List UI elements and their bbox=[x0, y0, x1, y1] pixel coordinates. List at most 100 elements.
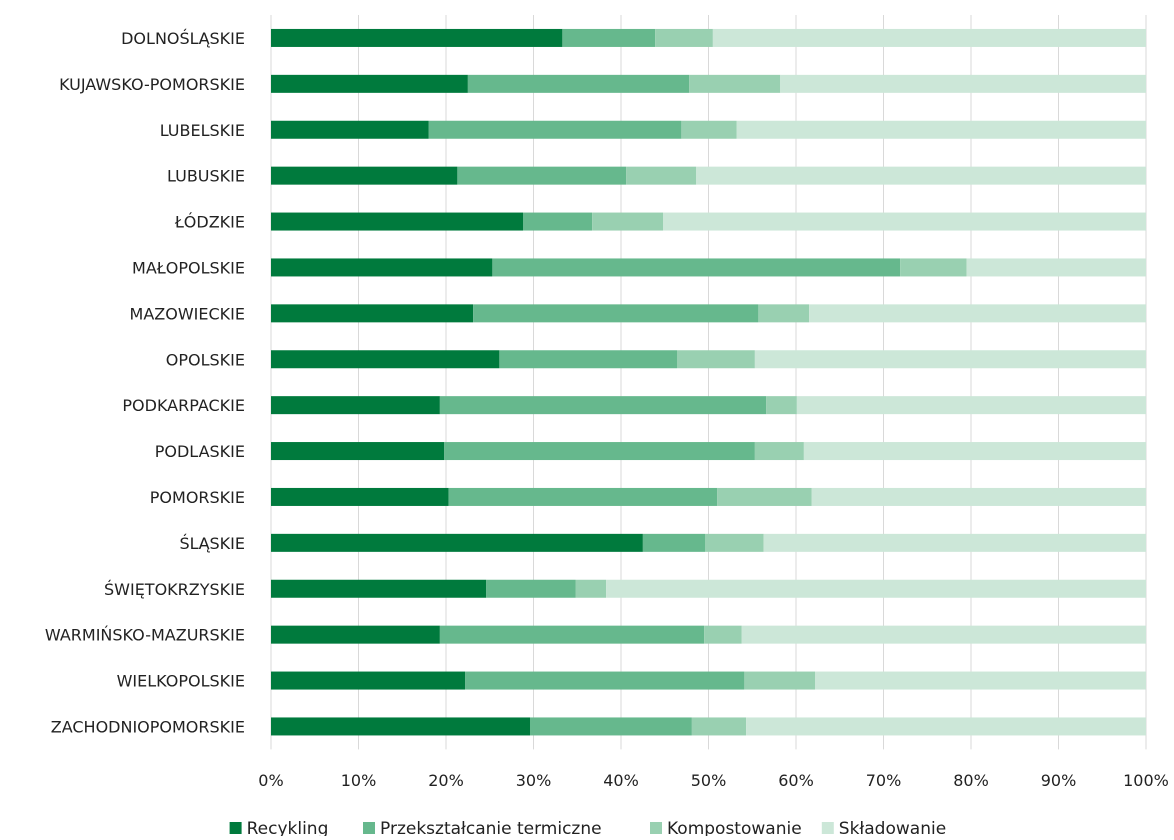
bar-segment bbox=[271, 120, 429, 139]
bar-segment bbox=[592, 212, 663, 231]
bar-segment bbox=[758, 304, 810, 323]
bar-segment bbox=[271, 304, 474, 323]
bar-segment bbox=[271, 166, 458, 185]
bar-segment bbox=[439, 625, 705, 644]
bar-segment bbox=[575, 579, 607, 598]
legend-swatch bbox=[650, 822, 662, 834]
category-label: ŚWIĘTOKRZYSKIE bbox=[104, 580, 245, 599]
category-label: ZACHODNIOPOMORSKIE bbox=[51, 717, 245, 736]
bar-segment bbox=[736, 120, 1146, 139]
bar-segment bbox=[744, 671, 816, 690]
bar-segment bbox=[677, 350, 755, 369]
bar-segment bbox=[691, 717, 747, 736]
bar-segment bbox=[467, 74, 690, 93]
bar-segment bbox=[271, 74, 468, 93]
category-label: OPOLSKIE bbox=[166, 350, 245, 369]
x-tick-label: 0% bbox=[258, 771, 283, 790]
category-label: MAŁOPOLSKIE bbox=[132, 258, 245, 277]
legend-label: Kompostowanie bbox=[667, 819, 802, 836]
category-label: LUBELSKIE bbox=[160, 121, 245, 140]
x-tick-label: 60% bbox=[778, 771, 814, 790]
x-tick-label: 20% bbox=[428, 771, 464, 790]
bar-segment bbox=[717, 487, 812, 506]
bar-segment bbox=[626, 166, 697, 185]
bar-segment bbox=[271, 487, 449, 506]
legend-swatch bbox=[821, 822, 834, 834]
legend-label: Recykling bbox=[247, 819, 329, 836]
category-label: POMORSKIE bbox=[150, 488, 245, 507]
bar-segment bbox=[811, 487, 1146, 506]
bar-segment bbox=[439, 396, 767, 415]
bar-segment bbox=[655, 28, 713, 47]
category-label: WIELKOPOLSKIE bbox=[117, 672, 245, 691]
bar-segment bbox=[465, 671, 745, 690]
category-label: KUJAWSKO-POMORSKIE bbox=[59, 75, 245, 94]
x-tick-label: 30% bbox=[516, 771, 552, 790]
bar-segment bbox=[271, 350, 500, 369]
bar-segment bbox=[271, 28, 563, 47]
x-tick-label: 100% bbox=[1123, 771, 1169, 790]
bar-segment bbox=[642, 533, 705, 552]
x-tick-label: 50% bbox=[691, 771, 727, 790]
bar-segment bbox=[681, 120, 737, 139]
bar-segment bbox=[448, 487, 718, 506]
bar-segment bbox=[523, 212, 593, 231]
bar-segment bbox=[900, 258, 967, 277]
bar-segment bbox=[746, 717, 1146, 736]
bar-segment bbox=[754, 350, 1146, 369]
bar-segment bbox=[815, 671, 1146, 690]
bar-segment bbox=[271, 442, 445, 461]
bar-segment bbox=[492, 258, 901, 277]
bar-segment bbox=[271, 579, 487, 598]
bar-segment bbox=[271, 258, 493, 277]
bar-segment bbox=[271, 671, 466, 690]
category-label: PODLASKIE bbox=[155, 442, 245, 461]
bar-segment bbox=[696, 166, 1146, 185]
bar-segment bbox=[457, 166, 627, 185]
bar-segment bbox=[741, 625, 1146, 644]
category-label: DOLNOŚLĄSKIE bbox=[121, 29, 245, 48]
legend-label: Składowanie bbox=[839, 819, 946, 836]
bar-segment bbox=[271, 625, 440, 644]
bar-segment bbox=[473, 304, 759, 323]
bar-segment bbox=[530, 717, 692, 736]
bar-segment bbox=[803, 442, 1146, 461]
x-tick-label: 70% bbox=[866, 771, 902, 790]
x-tick-label: 40% bbox=[603, 771, 639, 790]
bar-segment bbox=[754, 442, 804, 461]
bar-segment bbox=[704, 625, 742, 644]
bar-segment bbox=[712, 28, 1146, 47]
legend-swatch bbox=[229, 822, 242, 834]
legend-swatch bbox=[363, 822, 375, 834]
bar-segment bbox=[444, 442, 755, 461]
category-label: LUBUSKIE bbox=[167, 167, 245, 186]
bar-segment bbox=[763, 533, 1146, 552]
bar-segment bbox=[689, 74, 781, 93]
bar-segment bbox=[499, 350, 677, 369]
bar-segment bbox=[271, 212, 523, 231]
bar-segment bbox=[766, 396, 797, 415]
bar-segment bbox=[809, 304, 1146, 323]
bar-segment bbox=[780, 74, 1146, 93]
bar-segment bbox=[271, 533, 643, 552]
category-label: ŚLĄSKIE bbox=[180, 534, 246, 553]
bar-segment bbox=[486, 579, 576, 598]
category-label: ŁÓDZKIE bbox=[174, 213, 245, 232]
bar-segment bbox=[966, 258, 1146, 277]
x-tick-label: 10% bbox=[341, 771, 377, 790]
bar-segment bbox=[271, 717, 530, 736]
bar-segment bbox=[271, 396, 440, 415]
bar-segment bbox=[796, 396, 1146, 415]
bar-segment bbox=[562, 28, 656, 47]
category-label: WARMIŃSKO-MAZURSKIE bbox=[45, 626, 245, 645]
category-label: PODKARPACKIE bbox=[122, 396, 245, 415]
bar-segment bbox=[705, 533, 764, 552]
category-label: MAZOWIECKIE bbox=[130, 304, 245, 323]
bar-segment bbox=[663, 212, 1146, 231]
bar-segment bbox=[428, 120, 682, 139]
legend-label: Przekształcanie termiczne bbox=[380, 819, 602, 836]
x-tick-label: 90% bbox=[1041, 771, 1077, 790]
bar-segment bbox=[606, 579, 1146, 598]
